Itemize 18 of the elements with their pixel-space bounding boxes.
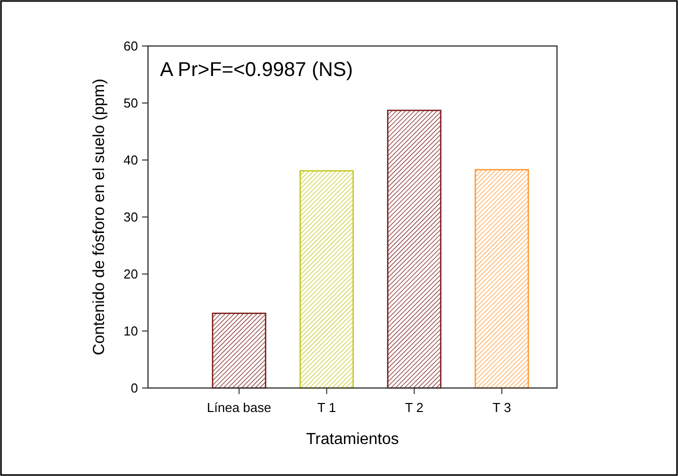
bar: [212, 312, 266, 389]
y-tick-label: 60: [124, 38, 138, 54]
x-axis-title: Tratamientos: [306, 431, 399, 448]
y-tick-label: 20: [124, 266, 138, 282]
bar: [300, 170, 354, 389]
y-tick-label: 40: [124, 152, 138, 168]
y-tick-label: 0: [130, 380, 138, 396]
y-tick-label: 30: [124, 210, 138, 225]
y-axis-title: Contenido de fósforo en el suelo (ppm): [91, 78, 108, 356]
y-tick-label: 50: [124, 96, 138, 111]
x-tick-label: T 2: [404, 400, 424, 415]
y-tick-label: 10: [124, 324, 138, 339]
x-tick-label: T 1: [317, 400, 336, 415]
x-tick-label: Línea base: [206, 400, 272, 415]
x-tick-label: T 3: [492, 400, 512, 415]
bar: [474, 169, 529, 389]
bar: [387, 110, 442, 389]
annotation: A Pr>F=<0.9987 (NS): [160, 59, 353, 81]
